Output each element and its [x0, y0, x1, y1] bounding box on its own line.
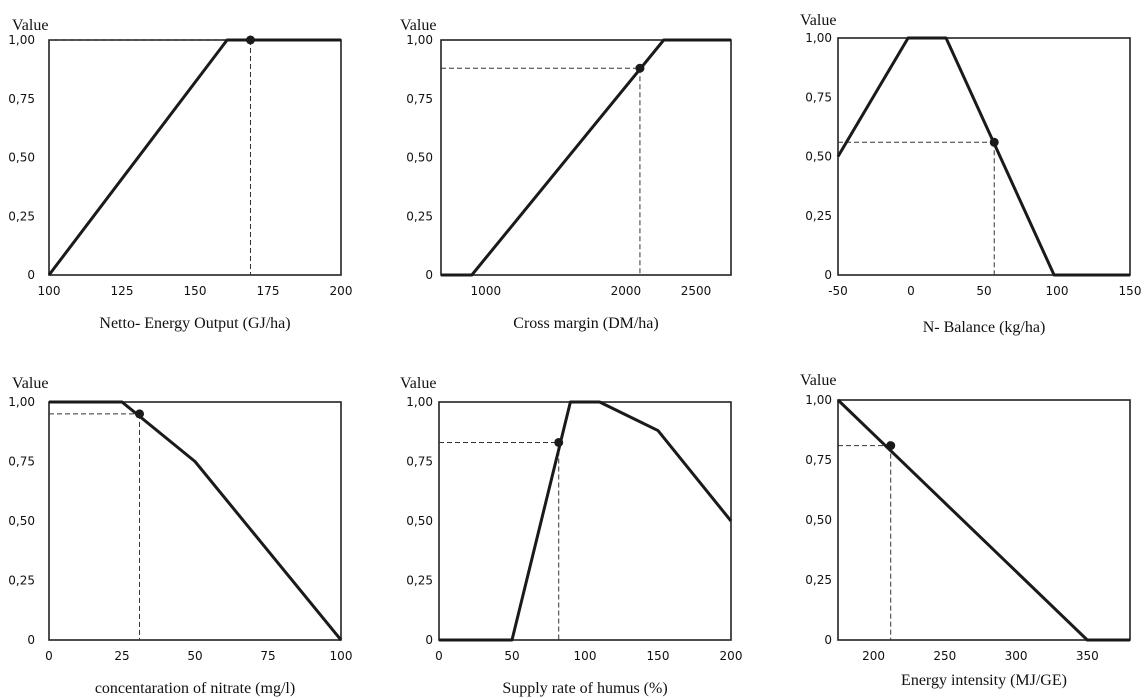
y-tick-label: 0,50: [406, 514, 433, 528]
marker-point: [245, 35, 255, 45]
x-tick-label: 300: [1005, 649, 1028, 663]
y-tick-label: 0: [27, 633, 35, 647]
y-tick-label: 0,50: [8, 151, 35, 165]
y-tick-label: 0,25: [8, 209, 35, 223]
panel-2: Value 0 0,25 0,50 0,75 1,00 1000 2000 2500 Cross …: [400, 17, 732, 332]
y-tick-label: 0,75: [8, 92, 35, 106]
y-tick-label: 1,00: [406, 33, 433, 47]
y-tick-label: 0,25: [406, 209, 433, 223]
panel-5: Value 0 0,25 0,50 0,75 1,00 0 50 100 150 200 Supply…: [400, 375, 742, 697]
panel-4: Value 0 0,25 0,50 0,75 1,00 0 25 50 75 100 concenta…: [8, 375, 352, 697]
marker-point: [989, 137, 999, 147]
y-tick-label: 0,75: [8, 455, 35, 469]
y-tick-label: 0,50: [406, 151, 433, 165]
value-function-line: [439, 400, 733, 642]
y-tick-label: 0: [824, 633, 832, 647]
x-tick-label: 2000: [611, 284, 642, 298]
value-function-line: [49, 400, 343, 641]
plot-frame: [438, 401, 732, 641]
panel-1: Value 0 0,25 0,50 0,75 1,00 100 125 150 175 200 Net…: [8, 17, 352, 332]
y-axis-label: Value: [800, 12, 836, 29]
x-tick-label: 200: [330, 284, 353, 298]
x-tick-label: 150: [647, 649, 670, 663]
x-axis-label: Supply rate of humus (%): [502, 680, 667, 697]
y-tick-label: 0,75: [406, 92, 433, 106]
y-axis-label: Value: [800, 372, 836, 389]
marker-point: [135, 409, 145, 419]
x-tick-label: 0: [907, 284, 915, 298]
y-tick-label: 0,75: [406, 455, 433, 469]
y-tick-label: 0,50: [8, 514, 35, 528]
x-tick-label: 100: [330, 649, 353, 663]
y-tick-label: 0: [824, 268, 832, 282]
value-function-line: [47, 38, 341, 276]
x-axis-label: Energy intensity (MJ/GE): [901, 672, 1067, 689]
x-tick-label: 100: [38, 284, 61, 298]
y-tick-label: 1,00: [805, 393, 832, 407]
y-axis-label: Value: [400, 375, 436, 392]
marker-point: [635, 63, 645, 73]
x-axis-label: concentaration of nitrate (mg/l): [95, 680, 295, 697]
x-tick-label: 175: [257, 284, 280, 298]
y-axis-label: Value: [12, 375, 48, 392]
y-tick-label: 0: [425, 268, 433, 282]
x-axis-label: Cross margin (DM/ha): [513, 315, 658, 332]
x-tick-label: 1000: [471, 284, 502, 298]
plot-frame: [837, 399, 1131, 641]
y-axis-label: Value: [400, 17, 436, 34]
x-tick-label: 150: [184, 284, 207, 298]
plot-frame: [48, 401, 342, 641]
y-axis-label: Value: [12, 17, 48, 34]
x-tick-label: 75: [260, 649, 275, 663]
plot-frame: [440, 39, 732, 276]
y-tick-label: 1,00: [8, 395, 35, 409]
x-tick-label: 50: [976, 284, 991, 298]
value-function-line: [441, 38, 731, 277]
plot-frame: [48, 39, 342, 276]
y-tick-label: 0,50: [805, 150, 832, 164]
y-tick-label: 0,75: [805, 90, 832, 104]
x-tick-label: 100: [1046, 284, 1069, 298]
value-function-line: [836, 398, 1130, 642]
x-tick-label: 2500: [681, 284, 712, 298]
x-tick-label: 100: [574, 649, 597, 663]
y-tick-label: 0,25: [8, 574, 35, 588]
y-tick-label: 0: [27, 268, 35, 282]
y-tick-label: 0,75: [805, 453, 832, 467]
x-tick-label: 50: [187, 649, 202, 663]
y-tick-label: 0,25: [805, 209, 832, 223]
x-tick-label: 125: [111, 284, 134, 298]
y-tick-label: 0,25: [805, 573, 832, 587]
y-tick-label: 0: [425, 633, 433, 647]
x-tick-label: 25: [114, 649, 129, 663]
panel-3: Value 0 0,25 0,50 0,75 1,00 -50 0 50 100 150 N- Bal…: [800, 12, 1141, 336]
marker-point: [886, 441, 896, 451]
x-tick-label: 200: [720, 649, 743, 663]
x-tick-label: 350: [1076, 649, 1099, 663]
y-tick-label: 0,25: [406, 574, 433, 588]
y-tick-label: 1,00: [406, 395, 433, 409]
x-axis-label: N- Balance (kg/ha): [923, 319, 1046, 336]
x-tick-label: -50: [828, 284, 848, 298]
x-axis-label: Netto- Energy Output (GJ/ha): [99, 315, 290, 332]
y-tick-label: 0,50: [805, 513, 832, 527]
x-tick-label: 0: [45, 649, 53, 663]
x-tick-label: 0: [435, 649, 443, 663]
x-tick-label: 150: [1119, 284, 1142, 298]
x-tick-label: 200: [862, 649, 885, 663]
y-tick-label: 1,00: [805, 31, 832, 45]
marker-point: [554, 437, 564, 447]
value-function-line: [836, 36, 1130, 277]
panel-6: Value 0 0,25 0,50 0,75 1,00 200 250 300 350 Energy…: [800, 372, 1131, 689]
y-tick-label: 1,00: [8, 33, 35, 47]
x-tick-label: 50: [504, 649, 519, 663]
x-tick-label: 250: [933, 649, 956, 663]
plot-frame: [837, 37, 1131, 276]
